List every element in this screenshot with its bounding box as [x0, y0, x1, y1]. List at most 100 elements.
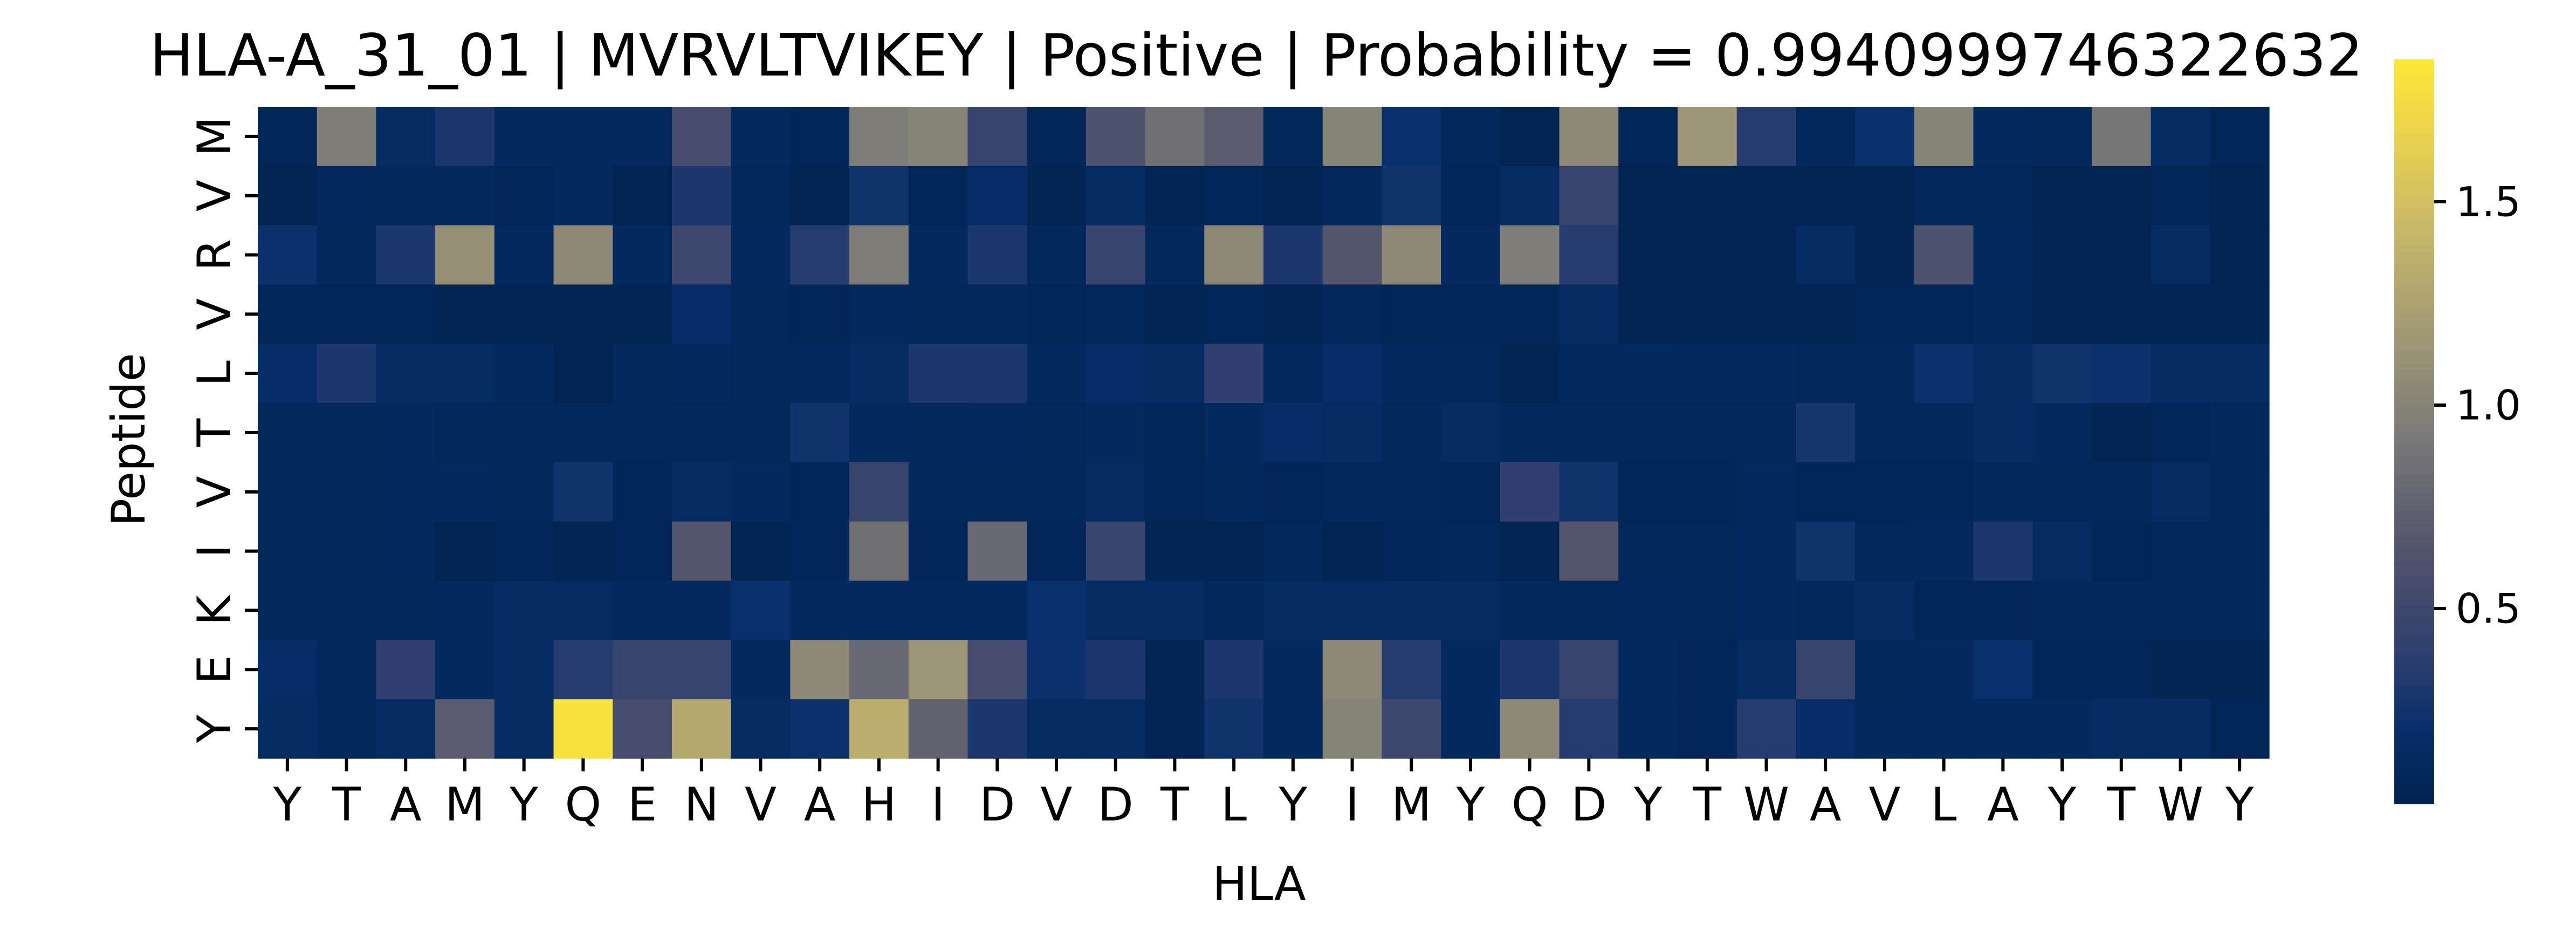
heatmap-cell [1322, 107, 1383, 167]
colorbar-segment [2394, 642, 2434, 649]
heatmap-cell [1973, 107, 2033, 167]
heatmap-cell [849, 225, 909, 285]
y-tick-label: Y [188, 714, 242, 743]
heatmap-cell [1322, 344, 1383, 403]
colorbar-segment [2394, 754, 2434, 761]
heatmap-cell [908, 462, 968, 522]
heatmap-cell [317, 107, 377, 167]
colorbar-segment [2394, 375, 2434, 382]
heatmap-cell [1736, 225, 1796, 285]
colorbar-segment [2394, 636, 2434, 643]
heatmap-cell [1500, 640, 1560, 700]
colorbar-segment [2394, 276, 2434, 283]
heatmap-cell [613, 107, 672, 167]
heatmap-cell [494, 699, 554, 759]
heatmap-cell [613, 403, 672, 463]
colorbar-segment [2394, 456, 2434, 463]
x-tick-label: A [1987, 778, 2019, 832]
heatmap-cell [2151, 107, 2210, 167]
heatmap-cell [1855, 166, 1915, 226]
heatmap-cell [1145, 166, 1205, 226]
colorbar-segment [2394, 140, 2434, 147]
heatmap-cell [790, 107, 850, 167]
heatmap-cell [1559, 640, 1619, 700]
heatmap-cell [1263, 344, 1323, 403]
heatmap-cell [613, 462, 672, 522]
colorbar-segment [2394, 437, 2434, 444]
heatmap-cell [1973, 403, 2033, 463]
heatmap-cell [1796, 166, 1856, 226]
heatmap-cell [553, 403, 613, 463]
colorbar-segment [2394, 72, 2434, 79]
y-axis-label: Peptide [102, 353, 156, 526]
x-axis-label: HLA [1212, 857, 1306, 911]
heatmap-cell [1796, 284, 1856, 344]
heatmap-cell [731, 521, 791, 582]
heatmap-cell [435, 699, 495, 759]
heatmap-cell [1145, 462, 1205, 522]
heatmap-cell [2091, 640, 2152, 700]
heatmap-cell [1027, 403, 1087, 463]
heatmap-cell [1086, 284, 1146, 344]
colorbar-segment [2394, 704, 2434, 712]
heatmap-cell [317, 699, 377, 759]
heatmap-cell [1441, 284, 1501, 344]
heatmap-cell [908, 521, 968, 582]
heatmap-cell [376, 284, 436, 344]
heatmap-cell [1796, 225, 1856, 285]
heatmap-cell [671, 521, 732, 582]
heatmap-cell [376, 462, 436, 522]
colorbar-segment [2394, 481, 2434, 488]
colorbar-segment [2394, 394, 2434, 401]
heatmap-cell [1027, 699, 1087, 759]
heatmap-cell [1322, 166, 1383, 226]
heatmap-cell [2091, 699, 2152, 759]
heatmap-cell [1322, 699, 1383, 759]
heatmap-cell [1973, 166, 2033, 226]
colorbar-segment [2394, 500, 2434, 507]
x-tick-label: T [332, 778, 361, 832]
heatmap-cell [258, 699, 318, 759]
heatmap-cell [2032, 699, 2092, 759]
heatmap-cell [1973, 521, 2033, 582]
heatmap-cell [1441, 107, 1501, 167]
heatmap-cell [1973, 462, 2033, 522]
colorbar-segment [2394, 177, 2434, 184]
heatmap-cell [967, 225, 1027, 285]
heatmap-cell [553, 284, 613, 344]
heatmap-cell [2210, 284, 2270, 344]
heatmap-cell [2210, 462, 2270, 522]
y-tick-label: E [188, 655, 242, 684]
heatmap-cell [435, 462, 495, 522]
heatmap-cell [1027, 521, 1087, 582]
heatmap-cell [967, 462, 1027, 522]
colorbar-segment [2394, 251, 2434, 258]
heatmap-cell [790, 403, 850, 463]
colorbar-segment [2394, 797, 2434, 804]
y-tick-label: T [188, 418, 242, 447]
heatmap-cell [1677, 699, 1737, 759]
colorbar-segment [2394, 295, 2434, 302]
colorbar-segment [2394, 593, 2434, 600]
heatmap-cell [2151, 225, 2210, 285]
colorbar-segment [2394, 59, 2434, 66]
heatmap-cell [1618, 699, 1678, 759]
heatmap-cell [1855, 225, 1915, 285]
colorbar-segment [2394, 326, 2434, 333]
heatmap-cell [317, 580, 377, 640]
heatmap-cell [258, 462, 318, 522]
heatmap-cell [2210, 225, 2270, 285]
colorbar-segment [2394, 65, 2434, 72]
heatmap-cell [1618, 107, 1678, 167]
heatmap-cell [671, 462, 732, 522]
colorbar-segment [2394, 735, 2434, 742]
heatmap-cell [908, 166, 968, 226]
heatmap-cell [1796, 640, 1856, 700]
heatmap-cell [1914, 699, 1974, 759]
heatmap-cell [2210, 344, 2270, 403]
heatmap-cell [1618, 344, 1678, 403]
heatmap-cell [613, 580, 672, 640]
heatmap-cell [1855, 284, 1915, 344]
heatmap-cell [1145, 284, 1205, 344]
